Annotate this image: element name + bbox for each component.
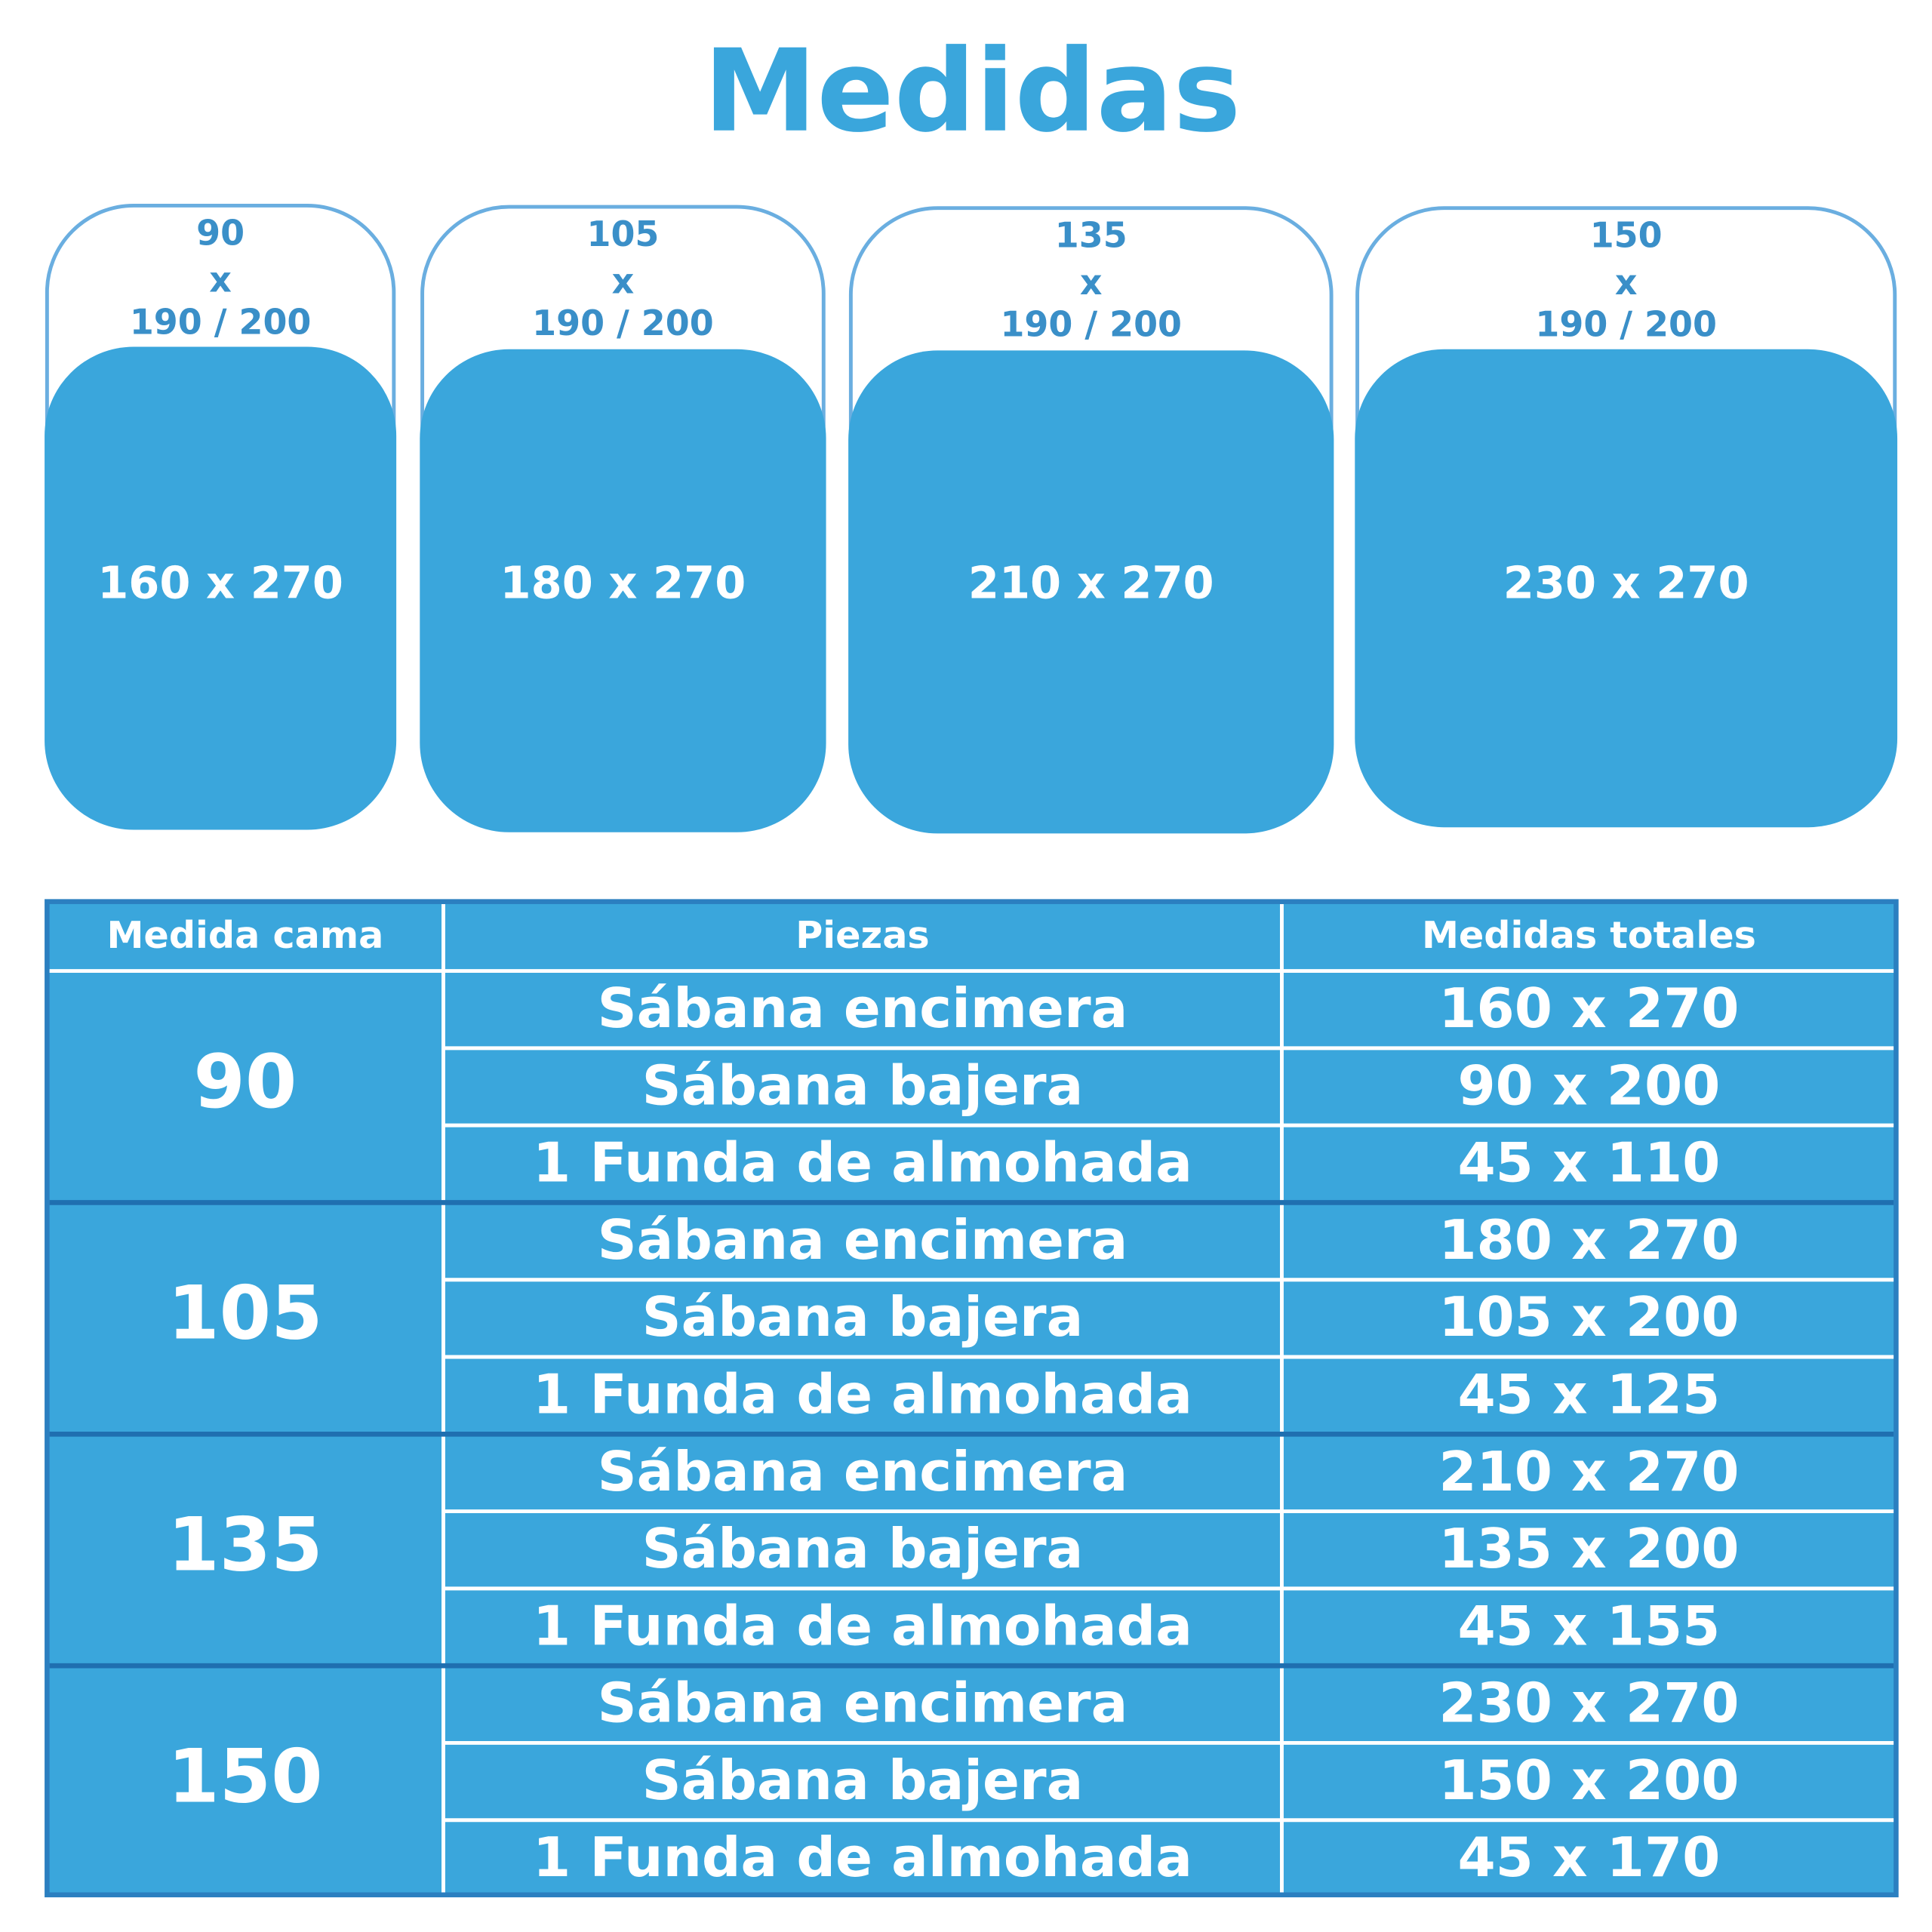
duvet-shape <box>420 349 826 832</box>
measure-cell: 135 x 200 <box>1438 1518 1739 1581</box>
bed-width: 105 <box>586 214 659 254</box>
measure-cell: 180 x 270 <box>1438 1209 1739 1272</box>
title: Medidas <box>703 25 1241 158</box>
measure-cell: 160 x 270 <box>1438 977 1739 1041</box>
piece-cell: Sábana bajera <box>642 1749 1084 1813</box>
measure-cell: 210 x 270 <box>1438 1441 1739 1504</box>
measure-cell: 45 x 170 <box>1457 1826 1720 1890</box>
bed-size-cell: 150 <box>168 1734 323 1820</box>
column-header: Medidas totales <box>1422 913 1756 957</box>
bed-size-cell: 90 <box>193 1039 297 1125</box>
bed-width: 150 <box>1590 215 1663 256</box>
duvet-size: 180 x 270 <box>500 556 746 608</box>
bed-length: 190 / 200 <box>1000 304 1182 345</box>
piece-cell: Sábana bajera <box>642 1054 1084 1118</box>
bed-length: 190 / 200 <box>130 301 312 342</box>
duvet-shape <box>1355 349 1898 828</box>
bed-by: x <box>209 260 232 300</box>
measure-cell: 230 x 270 <box>1438 1672 1739 1736</box>
bed-size-cell: 105 <box>168 1271 323 1357</box>
piece-cell: 1 Funda de almohada <box>533 1595 1192 1658</box>
bed-size-cell: 135 <box>168 1503 323 1589</box>
bed-by: x <box>612 260 635 301</box>
table-bg <box>45 899 1899 1898</box>
bed-by: x <box>1615 262 1638 303</box>
duvet-size: 210 x 270 <box>968 556 1214 608</box>
piece-cell: Sábana encimera <box>598 1209 1128 1272</box>
piece-cell: 1 Funda de almohada <box>533 1132 1192 1195</box>
duvet-size: 160 x 270 <box>97 556 343 608</box>
duvet-shape <box>45 346 397 830</box>
measure-cell: 45 x 125 <box>1457 1363 1720 1426</box>
piece-cell: 1 Funda de almohada <box>533 1826 1192 1890</box>
bed-width: 90 <box>196 212 245 253</box>
bed-length: 190 / 200 <box>532 303 714 343</box>
measure-cell: 150 x 200 <box>1438 1749 1739 1813</box>
bed-by: x <box>1080 262 1103 303</box>
measure-cell: 45 x 110 <box>1457 1132 1720 1195</box>
duvet-size: 230 x 270 <box>1503 556 1749 608</box>
piece-cell: Sábana bajera <box>642 1518 1084 1581</box>
column-header: Piezas <box>795 913 929 957</box>
piece-cell: Sábana encimera <box>598 1672 1128 1736</box>
piece-cell: 1 Funda de almohada <box>533 1363 1192 1426</box>
measure-cell: 105 x 200 <box>1438 1286 1739 1349</box>
measure-cell: 45 x 155 <box>1457 1595 1720 1658</box>
measure-cell: 90 x 200 <box>1457 1054 1720 1118</box>
piece-cell: Sábana encimera <box>598 977 1128 1041</box>
bed-width: 135 <box>1055 215 1128 256</box>
bed-length: 190 / 200 <box>1535 304 1717 345</box>
piece-cell: Sábana encimera <box>598 1441 1128 1504</box>
column-header: Medida cama <box>106 913 383 957</box>
piece-cell: Sábana bajera <box>642 1286 1084 1349</box>
duvet-shape <box>848 350 1334 834</box>
